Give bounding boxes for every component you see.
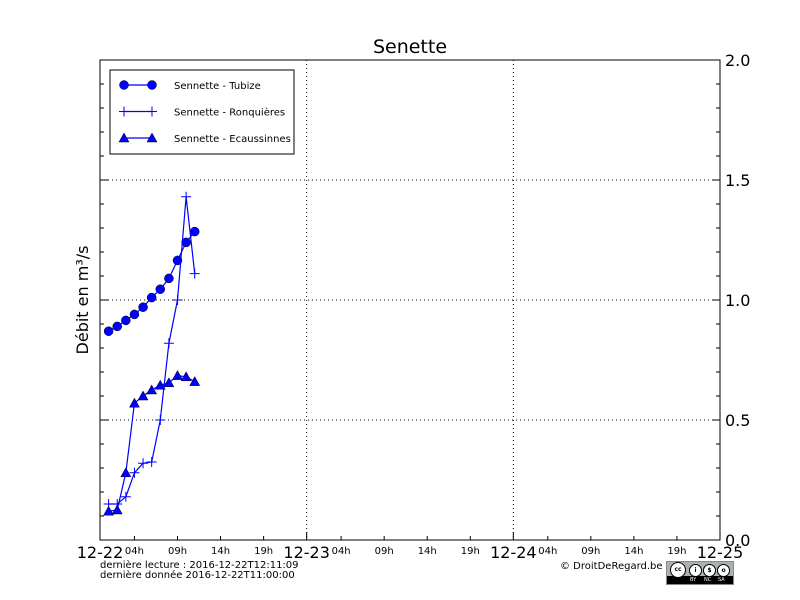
y-tick-label: 0.5 bbox=[725, 411, 750, 430]
legend-label: Sennette - Ecaussinnes bbox=[174, 134, 291, 145]
data-point bbox=[111, 504, 123, 515]
x-minor-tick-label: 09h bbox=[375, 546, 394, 557]
x-minor-tick-label: 19h bbox=[667, 546, 686, 557]
legend-label: Sennette - Ronquières bbox=[174, 107, 285, 119]
last-data-text: dernière donnée 2016-12-22T11:00:00 bbox=[100, 570, 295, 581]
y-tick-label: 1.5 bbox=[725, 171, 750, 190]
data-point bbox=[155, 415, 166, 425]
data-point bbox=[172, 255, 183, 266]
data-point bbox=[137, 390, 149, 401]
legend-marker bbox=[147, 80, 157, 90]
x-minor-tick-label: 09h bbox=[581, 546, 600, 557]
data-point bbox=[146, 292, 157, 303]
x-major-tick-label: 12-25 bbox=[697, 543, 744, 562]
legend-marker bbox=[147, 106, 157, 117]
x-minor-tick-label: 04h bbox=[538, 546, 557, 557]
last-read-text: dernière lecture : 2016-12-22T12:11:09 bbox=[100, 560, 299, 571]
x-minor-tick-label: 14h bbox=[624, 546, 643, 557]
series-plus bbox=[103, 191, 200, 509]
data-point bbox=[181, 191, 192, 202]
data-point bbox=[180, 371, 192, 382]
data-point bbox=[129, 309, 140, 320]
data-point bbox=[103, 505, 115, 516]
data-point bbox=[112, 321, 122, 332]
data-point bbox=[181, 237, 191, 248]
data-point bbox=[154, 379, 166, 390]
data-point bbox=[155, 284, 166, 294]
data-point bbox=[138, 302, 148, 312]
legend-marker bbox=[118, 132, 130, 143]
data-point bbox=[164, 273, 174, 284]
data-point bbox=[146, 457, 157, 467]
data-point bbox=[189, 226, 200, 237]
y-tick-label: 2.0 bbox=[725, 51, 750, 70]
legend-label: Sennette - Tubize bbox=[174, 81, 261, 92]
data-point bbox=[138, 458, 149, 469]
x-minor-tick-label: 14h bbox=[418, 546, 437, 557]
x-minor-tick-label: 19h bbox=[461, 546, 480, 557]
data-point bbox=[172, 370, 183, 380]
cc-license-badge: cc i $ o BY NC SA bbox=[666, 561, 734, 585]
x-minor-tick-label: 04h bbox=[332, 546, 351, 557]
x-major-tick-label: 12-22 bbox=[77, 543, 124, 562]
data-point bbox=[172, 295, 183, 305]
copyright-text: © DroitDeRegard.be bbox=[560, 561, 663, 572]
legend-marker bbox=[119, 80, 129, 90]
x-major-tick-label: 12-24 bbox=[490, 543, 537, 562]
nc-label: NC bbox=[704, 577, 712, 583]
series-circle bbox=[103, 226, 200, 336]
legend bbox=[109, 69, 295, 155]
data-point bbox=[163, 377, 175, 388]
data-point bbox=[120, 491, 131, 502]
x-minor-tick-label: 04h bbox=[125, 546, 144, 557]
data-point bbox=[103, 326, 114, 336]
sa-icon: o bbox=[717, 564, 730, 577]
data-point bbox=[120, 467, 132, 478]
data-point bbox=[189, 376, 201, 386]
by-icon: i bbox=[689, 564, 702, 577]
data-point bbox=[129, 397, 140, 408]
data-point bbox=[189, 268, 200, 279]
y-tick-label: 1.0 bbox=[725, 291, 750, 310]
data-point bbox=[146, 384, 158, 395]
series-triangle bbox=[103, 370, 201, 516]
x-minor-tick-label: 19h bbox=[254, 546, 273, 557]
x-minor-tick-label: 14h bbox=[211, 546, 230, 557]
sa-label: SA bbox=[718, 577, 725, 583]
series-line bbox=[108, 374, 196, 512]
by-label: BY bbox=[690, 577, 697, 583]
data-point bbox=[121, 315, 131, 326]
data-point bbox=[163, 338, 174, 349]
legend-marker bbox=[119, 106, 129, 117]
x-minor-tick-label: 09h bbox=[168, 546, 187, 557]
nc-icon: $ bbox=[703, 564, 716, 577]
chart-title: Senette bbox=[373, 36, 447, 58]
cc-icon: cc bbox=[670, 562, 686, 578]
legend-marker bbox=[146, 132, 158, 143]
x-major-tick-label: 12-23 bbox=[283, 543, 330, 562]
y-axis-label: Débit en m³/s bbox=[73, 246, 92, 355]
y-tick-label: 0.0 bbox=[725, 531, 750, 550]
data-point bbox=[129, 467, 140, 478]
